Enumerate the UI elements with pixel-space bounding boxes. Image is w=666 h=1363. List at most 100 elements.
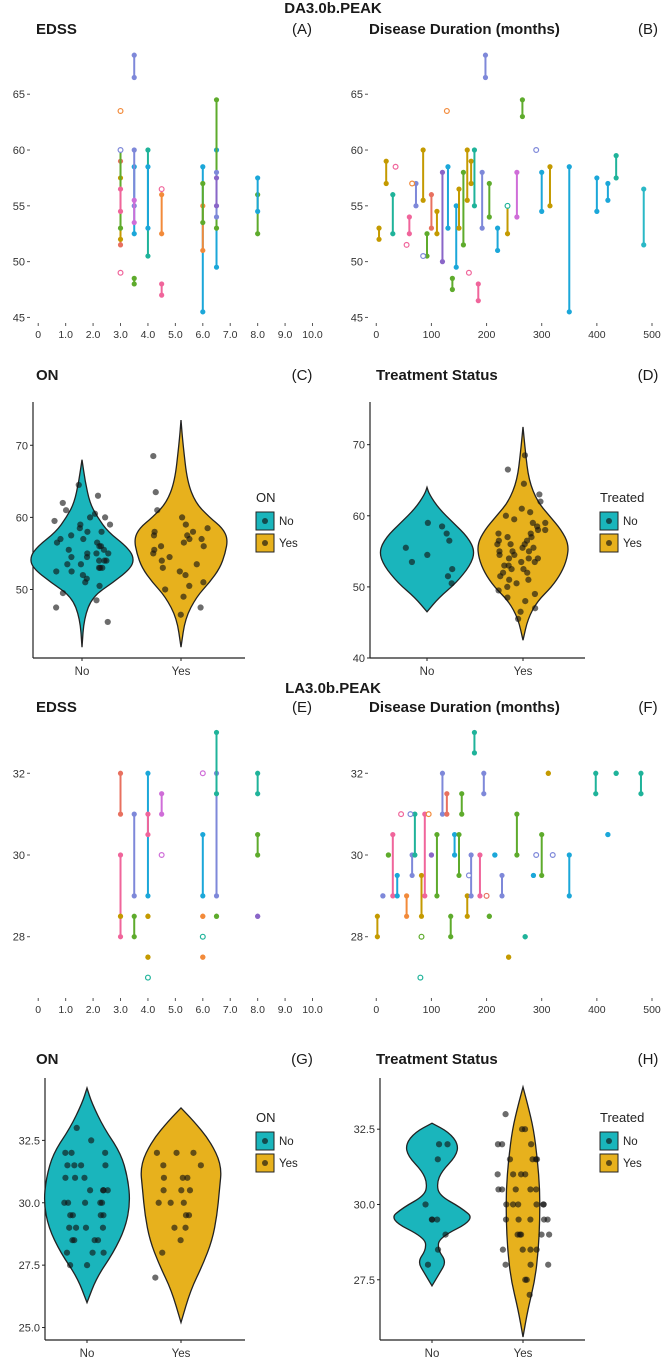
panel-h-point	[540, 1216, 548, 1223]
panel-e-xtick-label: 10.0	[302, 1004, 323, 1016]
panel-g-point	[182, 1212, 190, 1219]
panel-d-point	[443, 530, 450, 537]
panel-a-point	[145, 253, 151, 259]
panel-h-point	[533, 1186, 540, 1193]
panel-g-ytick-label: 25.0	[19, 1323, 40, 1335]
panel-b-point	[383, 180, 389, 187]
panel-g-title: ON	[36, 1051, 59, 1068]
panel-f-point	[439, 770, 446, 776]
panel-f-point	[404, 913, 410, 919]
panel-c-point	[62, 507, 70, 514]
panel-b-point	[479, 225, 485, 231]
panel-c-point	[59, 589, 67, 597]
panel-g-point	[97, 1212, 104, 1219]
panel-f-point	[412, 811, 418, 817]
panel-h-legend-dot	[606, 1160, 612, 1166]
panel-d-ytick-label: 60	[353, 511, 365, 523]
panel-b-point	[383, 158, 389, 164]
panel-f-point	[481, 791, 487, 797]
panel-c-point	[162, 586, 169, 593]
panel-c-point	[53, 568, 60, 575]
panel-b-ytick-label: 55	[351, 201, 363, 213]
panel-b-point	[547, 164, 553, 170]
panel-h-point	[529, 1156, 536, 1163]
panel-b-point	[434, 208, 440, 214]
panel-f-point	[409, 872, 415, 879]
panel-a-point	[131, 52, 137, 58]
panel-d-legend-dot	[606, 518, 612, 524]
panel-b-point	[390, 231, 396, 237]
panel-g-point	[100, 1249, 107, 1256]
panel-d-point	[534, 523, 541, 530]
panel-d-point	[536, 491, 543, 498]
panel-a-xtick-label: 2.0	[86, 329, 101, 341]
panel-f-point	[593, 791, 599, 797]
panel-h-point	[502, 1111, 509, 1118]
panel-g-point	[182, 1224, 189, 1231]
panel-a-point	[255, 208, 261, 214]
panel-g-legend-label: No	[279, 1136, 294, 1148]
panel-e-hollow-point	[144, 974, 151, 981]
panel-e-point	[255, 770, 261, 776]
panel-a-point	[117, 242, 124, 248]
panel-d-point	[529, 519, 536, 526]
panel-b-xtick-label: 300	[533, 329, 551, 341]
panel-e-point	[131, 913, 137, 919]
panel-a-point	[131, 231, 137, 237]
panel-c-point	[152, 489, 159, 496]
panel-g-point	[186, 1187, 194, 1194]
panel-a-xtick-label: 4.0	[141, 329, 156, 341]
panel-d-legend-title: Treated	[600, 490, 644, 505]
panel-h-point	[506, 1156, 514, 1163]
panel-c-point	[157, 543, 165, 550]
panel-b-point	[539, 208, 545, 214]
panel-c-point	[86, 514, 94, 521]
panel-e-point	[117, 852, 124, 858]
panel-b-point	[471, 203, 478, 209]
panel-h-point	[435, 1141, 443, 1148]
panel-h-letter: (H)	[638, 1051, 659, 1068]
panel-g-point	[99, 1187, 107, 1194]
panel-c-legend-title: ON	[256, 490, 276, 505]
panel-g-point	[71, 1174, 79, 1181]
panel-b-point	[468, 180, 474, 187]
panel-c-point	[68, 553, 75, 561]
panel-d-point	[501, 562, 508, 569]
panel-a-ytick-label: 50	[13, 257, 25, 269]
panel-g-point	[62, 1149, 69, 1156]
panel-e-point	[145, 811, 151, 817]
panel-d-point	[534, 555, 541, 562]
panel-h-point	[540, 1201, 547, 1208]
panel-h-point	[533, 1156, 541, 1163]
panel-a-hollow-point	[117, 107, 124, 114]
panel-d-point	[518, 505, 525, 512]
panel-b-point	[519, 113, 526, 120]
panel-a-point	[145, 147, 151, 153]
panel-h-legend-label: Yes	[623, 1158, 642, 1170]
panel-e-ytick-label: 30	[13, 850, 25, 862]
panel-b-point	[641, 186, 647, 192]
panel-e-point	[213, 729, 220, 736]
panel-b-hollow-point	[392, 163, 399, 170]
panel-f-point	[638, 770, 644, 776]
panel-b-point	[428, 225, 435, 231]
panel-a-point	[213, 264, 220, 270]
panel-g-ytick-label: 30.0	[19, 1198, 40, 1210]
panel-b-xtick-label: 0	[373, 329, 379, 341]
panel-d-point	[530, 544, 537, 551]
panel-b-point	[547, 203, 553, 209]
panel-c-point	[84, 550, 91, 557]
panel-d-xtick-label: Yes	[514, 666, 533, 678]
panel-e-point	[213, 913, 220, 919]
panel-f-point	[477, 852, 483, 858]
panel-h-point	[527, 1186, 534, 1193]
panel-c-point	[200, 543, 207, 550]
panel-h-point	[499, 1246, 507, 1253]
panel-c-point	[182, 521, 189, 528]
panel-b-point	[420, 197, 426, 203]
panel-e-point	[255, 852, 261, 858]
panel-c-point	[103, 557, 110, 564]
panel-g-point	[82, 1224, 90, 1231]
panel-f-point	[434, 831, 440, 838]
